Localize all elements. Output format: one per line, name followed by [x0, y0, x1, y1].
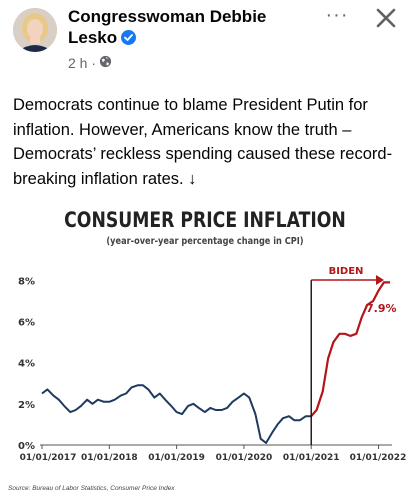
- y-tick-label: 0%: [18, 441, 35, 452]
- source-note: Source: Bureau of Labor Statistics, Cons…: [8, 485, 175, 492]
- series-after-line: [310, 281, 390, 417]
- y-tick-label: 2%: [18, 400, 35, 411]
- post-meta: 2 h ·: [68, 55, 112, 71]
- chart-image[interactable]: CONSUMER PRICE INFLATION (year-over-year…: [0, 200, 410, 500]
- post-text: Democrats continue to blame President Pu…: [13, 96, 393, 188]
- x-tick-label: 01/01/2020: [216, 453, 273, 463]
- author-name[interactable]: Congresswoman Debbie Lesko: [68, 6, 298, 48]
- biden-arrowhead: [376, 275, 384, 285]
- x-tick-label: 01/01/2021: [283, 453, 340, 463]
- verified-badge-icon: [121, 30, 137, 45]
- chart-subtitle: (year-over-year percentage change in CPI…: [106, 236, 304, 247]
- globe-icon: [99, 55, 112, 71]
- author-name-text[interactable]: Congresswoman Debbie Lesko: [68, 7, 267, 47]
- y-tick-label: 4%: [18, 359, 35, 370]
- series-before-line: [41, 384, 312, 444]
- chart-title: CONSUMER PRICE INFLATION: [64, 208, 346, 232]
- x-tick-label: 01/01/2022: [350, 453, 407, 463]
- post-header: Congresswoman Debbie Lesko 2 h · ···: [0, 0, 410, 80]
- biden-label: BIDEN: [329, 266, 364, 277]
- avatar[interactable]: [13, 8, 57, 52]
- x-tick-label: 01/01/2019: [148, 453, 205, 463]
- end-value-label: 7.9%: [366, 302, 397, 315]
- x-tick-label: 01/01/2017: [20, 453, 77, 463]
- close-button[interactable]: [372, 4, 400, 32]
- more-options-button[interactable]: ···: [325, 4, 349, 26]
- x-tick-label: 01/01/2018: [81, 453, 138, 463]
- post-timestamp[interactable]: 2 h ·: [68, 55, 97, 71]
- inflation-line-chart: 0% 2% 4% 6% 8% 01/01/2017 01/01/2018 01/01/201…: [18, 266, 407, 463]
- y-tick-label: 8%: [18, 276, 35, 287]
- y-tick-label: 6%: [18, 317, 35, 328]
- close-icon: [376, 8, 396, 28]
